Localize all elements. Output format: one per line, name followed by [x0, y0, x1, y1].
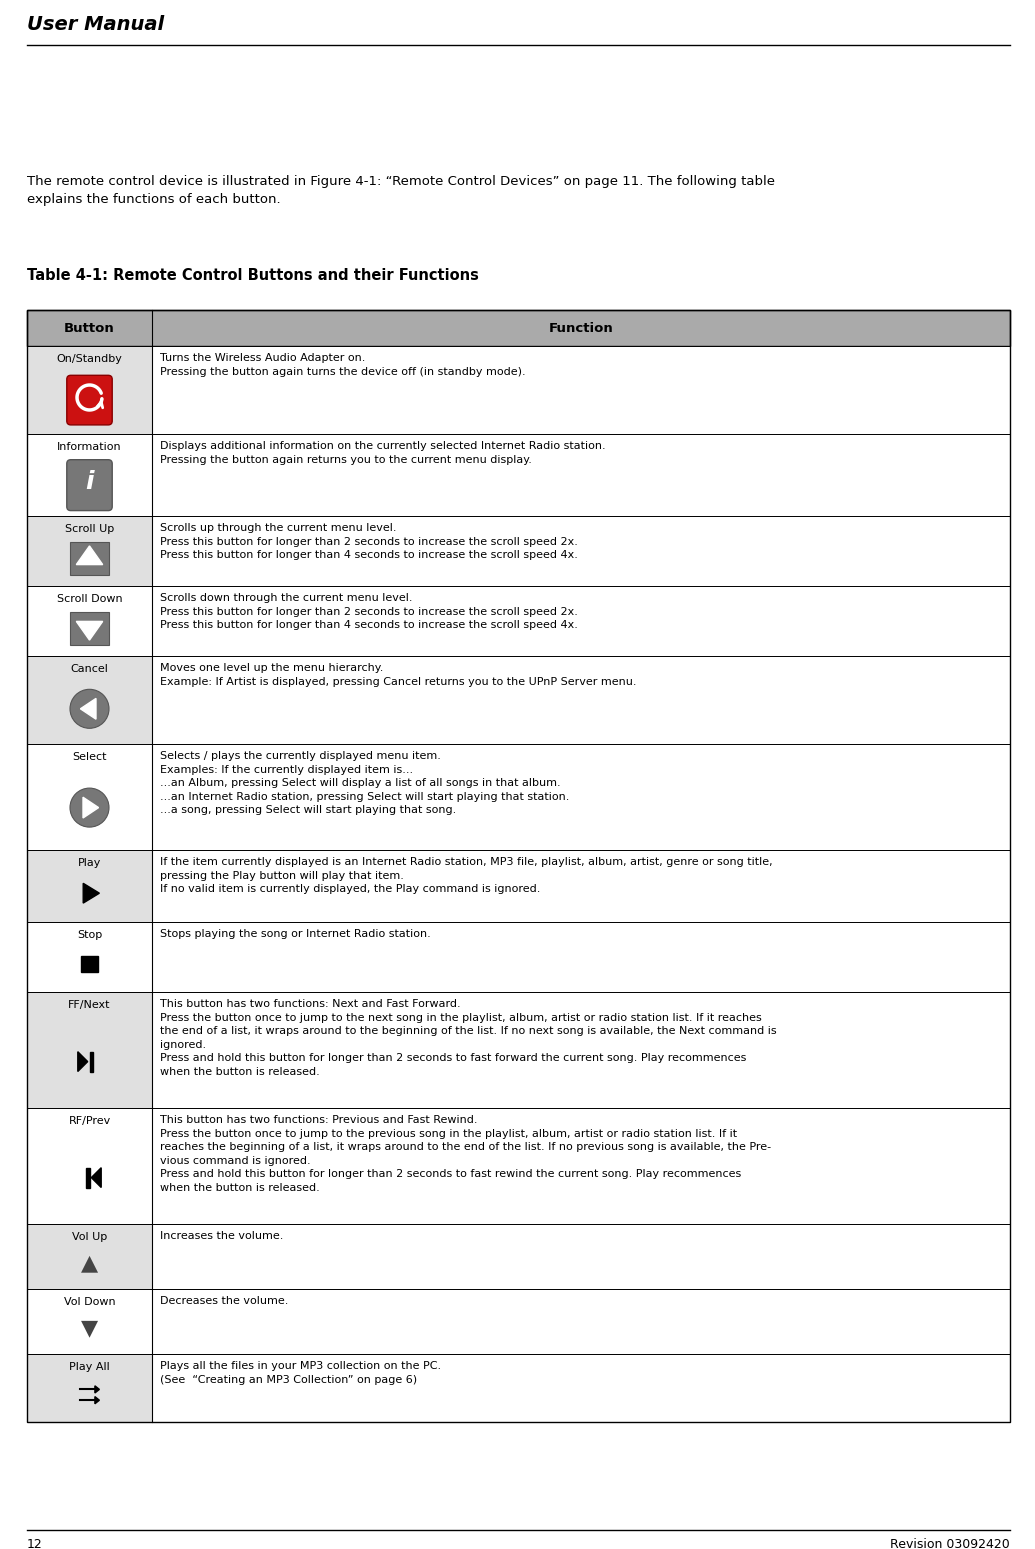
FancyBboxPatch shape [67, 375, 112, 424]
Bar [152, 434, 1010, 516]
Text: Table 4-1: Remote Control Buttons and their Functions: Table 4-1: Remote Control Buttons and th… [27, 268, 479, 283]
Text: Turns the Wireless Audio Adapter on.
Pressing the button again turns the device : Turns the Wireless Audio Adapter on. Pre… [160, 353, 526, 376]
Bar [69, 542, 110, 575]
Polygon shape [78, 1052, 88, 1072]
Text: Moves one level up the menu hierarchy.
Example: If Artist is displayed, pressing: Moves one level up the menu hierarchy. E… [160, 663, 637, 686]
Bar [152, 1108, 1010, 1224]
Text: Stops playing the song or Internet Radio station.: Stops playing the song or Internet Radio… [160, 929, 431, 939]
Polygon shape [83, 883, 99, 903]
Bar [152, 655, 1010, 744]
Bar [27, 655, 152, 744]
Polygon shape [77, 545, 102, 564]
Text: Displays additional information on the currently selected Internet Radio station: Displays additional information on the c… [160, 441, 605, 465]
Bar [27, 345, 152, 434]
Text: Information: Information [57, 441, 122, 452]
Text: Increases the volume.: Increases the volume. [160, 1231, 284, 1241]
Bar [152, 1224, 1010, 1289]
Bar [27, 310, 1010, 1422]
Text: Plays all the files in your MP3 collection on the PC.
(See  “Creating an MP3 Col: Plays all the files in your MP3 collecti… [160, 1362, 441, 1385]
Text: Cancel: Cancel [70, 665, 109, 674]
FancyBboxPatch shape [67, 460, 112, 511]
Bar [152, 516, 1010, 586]
Text: RF/Prev: RF/Prev [68, 1115, 111, 1126]
Text: Button: Button [64, 322, 115, 335]
Text: Revision 03092420: Revision 03092420 [890, 1538, 1010, 1549]
Text: Selects / plays the currently displayed menu item.
Examples: If the currently di: Selects / plays the currently displayed … [160, 751, 569, 815]
Circle shape [70, 689, 109, 728]
Bar [27, 434, 152, 516]
Text: Scroll Down: Scroll Down [57, 593, 122, 604]
Text: Scrolls up through the current menu level.
Press this button for longer than 2 s: Scrolls up through the current menu leve… [160, 524, 578, 561]
Bar [89, 1052, 93, 1072]
Polygon shape [95, 1397, 99, 1403]
Text: i: i [85, 469, 94, 494]
Polygon shape [83, 798, 98, 818]
Bar [27, 744, 152, 850]
Bar [27, 310, 1010, 345]
Bar [27, 1354, 152, 1422]
Text: If the item currently displayed is an Internet Radio station, MP3 file, playlist: If the item currently displayed is an In… [160, 857, 772, 894]
Bar [27, 586, 152, 655]
Polygon shape [77, 621, 102, 640]
Text: Play: Play [78, 858, 101, 867]
Polygon shape [91, 1168, 101, 1188]
Bar [27, 1289, 152, 1354]
Bar [82, 956, 97, 973]
Text: Scroll Up: Scroll Up [65, 524, 114, 534]
Bar [152, 1289, 1010, 1354]
Bar [152, 586, 1010, 655]
Bar [27, 516, 152, 586]
Text: FF/Next: FF/Next [68, 1001, 111, 1010]
Text: ▼: ▼ [81, 1318, 98, 1338]
Bar [69, 612, 110, 644]
Bar [152, 1354, 1010, 1422]
Text: Scrolls down through the current menu level.
Press this button for longer than 2: Scrolls down through the current menu le… [160, 593, 578, 630]
Bar [152, 922, 1010, 991]
Text: 12: 12 [27, 1538, 42, 1549]
Text: This button has two functions: Next and Fast Forward.
Press the button once to j: This button has two functions: Next and … [160, 999, 776, 1077]
Text: User Manual: User Manual [27, 15, 165, 34]
Bar [152, 744, 1010, 850]
Text: ▲: ▲ [81, 1253, 98, 1273]
Polygon shape [81, 699, 96, 719]
Text: Stop: Stop [77, 929, 102, 940]
Bar [27, 922, 152, 991]
Bar [27, 1108, 152, 1224]
Bar [152, 345, 1010, 434]
Text: Vol Up: Vol Up [71, 1231, 108, 1242]
Bar [27, 991, 152, 1108]
Bar [27, 1224, 152, 1289]
Circle shape [70, 788, 109, 827]
Text: Play All: Play All [69, 1362, 110, 1372]
Text: Decreases the volume.: Decreases the volume. [160, 1297, 289, 1306]
Text: On/Standby: On/Standby [57, 355, 122, 364]
Text: Select: Select [72, 751, 107, 762]
Bar [27, 850, 152, 922]
Text: The remote control device is illustrated in Figure 4-1: “Remote Control Devices”: The remote control device is illustrated… [27, 175, 775, 206]
Polygon shape [95, 1386, 99, 1393]
Text: Function: Function [549, 322, 614, 335]
Bar [152, 991, 1010, 1108]
Text: Vol Down: Vol Down [64, 1297, 115, 1307]
Bar [152, 850, 1010, 922]
Bar [86, 1168, 89, 1188]
Text: This button has two functions: Previous and Fast Rewind.
Press the button once t: This button has two functions: Previous … [160, 1115, 771, 1193]
